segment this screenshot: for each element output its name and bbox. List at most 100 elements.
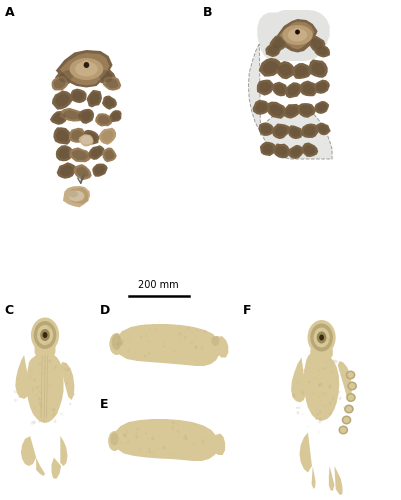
Polygon shape — [63, 110, 80, 120]
Ellipse shape — [121, 340, 124, 343]
Polygon shape — [315, 122, 330, 136]
Polygon shape — [60, 436, 67, 466]
Ellipse shape — [109, 333, 124, 355]
Ellipse shape — [302, 364, 303, 366]
Ellipse shape — [126, 430, 128, 434]
Polygon shape — [248, 44, 331, 159]
Ellipse shape — [345, 406, 351, 412]
Polygon shape — [256, 80, 274, 96]
Polygon shape — [69, 88, 86, 103]
Polygon shape — [261, 144, 273, 154]
Ellipse shape — [296, 411, 298, 414]
Ellipse shape — [298, 406, 300, 409]
Polygon shape — [104, 150, 114, 160]
Ellipse shape — [338, 397, 340, 400]
Polygon shape — [60, 362, 74, 400]
Polygon shape — [311, 62, 324, 75]
Polygon shape — [214, 434, 225, 455]
Ellipse shape — [13, 390, 16, 394]
Polygon shape — [86, 90, 102, 108]
Ellipse shape — [211, 336, 219, 346]
Ellipse shape — [306, 406, 308, 408]
Polygon shape — [317, 124, 328, 134]
Polygon shape — [299, 105, 312, 116]
Ellipse shape — [81, 136, 92, 144]
Text: E: E — [99, 398, 108, 410]
Polygon shape — [308, 60, 327, 78]
Polygon shape — [71, 150, 88, 160]
Ellipse shape — [148, 352, 150, 354]
Ellipse shape — [338, 426, 347, 434]
Ellipse shape — [184, 434, 186, 438]
Polygon shape — [287, 145, 303, 159]
Polygon shape — [311, 466, 315, 489]
Ellipse shape — [316, 340, 318, 341]
Polygon shape — [58, 148, 71, 159]
Ellipse shape — [318, 334, 320, 338]
Polygon shape — [103, 76, 121, 90]
Polygon shape — [55, 68, 77, 85]
Ellipse shape — [320, 330, 323, 334]
Text: F: F — [243, 304, 251, 317]
Polygon shape — [314, 44, 329, 58]
Polygon shape — [102, 148, 116, 162]
Polygon shape — [111, 112, 119, 120]
Polygon shape — [97, 116, 110, 124]
Polygon shape — [303, 144, 315, 155]
Ellipse shape — [320, 348, 322, 350]
Ellipse shape — [54, 333, 56, 336]
Polygon shape — [290, 358, 306, 403]
Ellipse shape — [344, 390, 346, 392]
Ellipse shape — [119, 442, 121, 443]
Polygon shape — [51, 458, 61, 479]
Ellipse shape — [41, 337, 43, 339]
Polygon shape — [299, 80, 317, 96]
Ellipse shape — [153, 344, 154, 346]
Ellipse shape — [158, 322, 159, 323]
Ellipse shape — [67, 368, 69, 372]
Ellipse shape — [180, 434, 181, 436]
Ellipse shape — [81, 60, 91, 70]
Ellipse shape — [322, 368, 324, 370]
Ellipse shape — [36, 386, 38, 388]
Polygon shape — [78, 134, 93, 146]
Polygon shape — [260, 124, 271, 134]
Ellipse shape — [69, 58, 103, 80]
Ellipse shape — [33, 420, 36, 424]
Polygon shape — [315, 82, 327, 92]
Polygon shape — [271, 82, 287, 96]
Ellipse shape — [127, 442, 128, 444]
Ellipse shape — [116, 342, 119, 346]
Polygon shape — [299, 432, 311, 472]
Ellipse shape — [170, 443, 171, 444]
Ellipse shape — [196, 330, 197, 332]
Ellipse shape — [63, 361, 65, 362]
Ellipse shape — [39, 402, 42, 406]
Ellipse shape — [182, 437, 184, 439]
Ellipse shape — [134, 432, 138, 436]
Ellipse shape — [147, 438, 148, 439]
Polygon shape — [53, 112, 65, 122]
Polygon shape — [310, 345, 332, 360]
Ellipse shape — [282, 25, 312, 45]
Ellipse shape — [171, 426, 174, 430]
Ellipse shape — [345, 393, 355, 402]
Ellipse shape — [178, 332, 181, 336]
Ellipse shape — [34, 334, 37, 338]
Polygon shape — [97, 70, 112, 82]
Ellipse shape — [323, 405, 324, 406]
Polygon shape — [81, 136, 91, 144]
Ellipse shape — [176, 430, 179, 433]
Ellipse shape — [117, 342, 119, 345]
Ellipse shape — [310, 324, 332, 351]
Ellipse shape — [313, 330, 315, 333]
Ellipse shape — [127, 348, 130, 352]
Ellipse shape — [152, 442, 154, 444]
Ellipse shape — [39, 362, 41, 366]
Ellipse shape — [34, 407, 36, 409]
Polygon shape — [94, 68, 115, 85]
Ellipse shape — [318, 334, 320, 336]
Ellipse shape — [144, 323, 146, 326]
Ellipse shape — [308, 380, 310, 384]
Polygon shape — [314, 101, 328, 114]
